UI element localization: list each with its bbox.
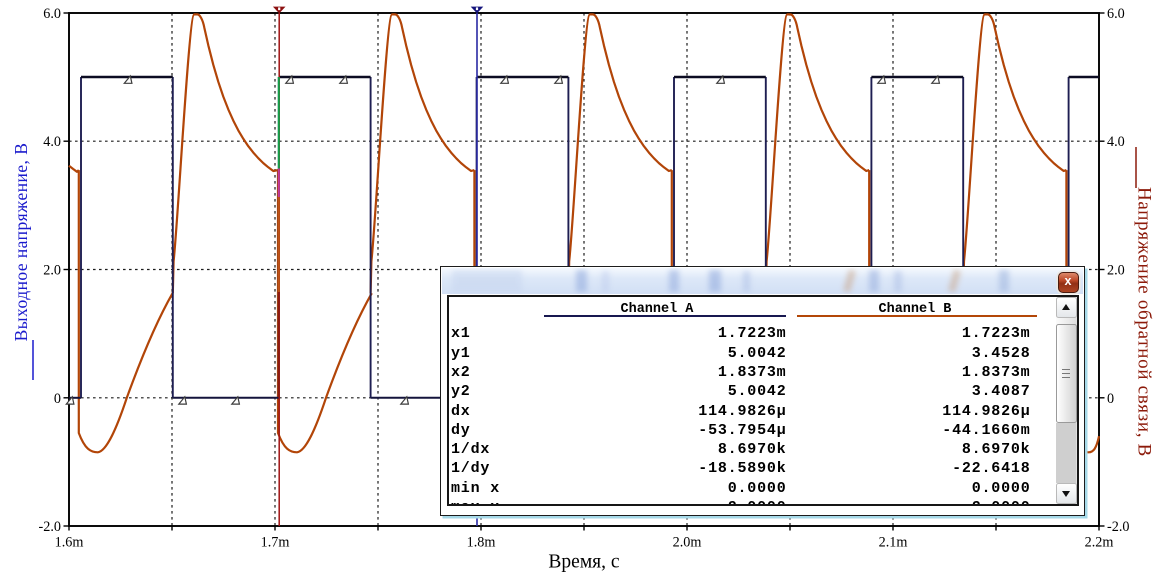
svg-text:6.0: 6.0 xyxy=(43,6,61,22)
svg-text:4.0: 4.0 xyxy=(1107,134,1125,150)
svg-text:Время, с: Время, с xyxy=(548,552,619,573)
svg-text:1.8m: 1.8m xyxy=(467,535,496,551)
svg-text:2.0: 2.0 xyxy=(1107,263,1125,279)
svg-text:6.0: 6.0 xyxy=(1107,6,1125,22)
svg-text:0: 0 xyxy=(1107,391,1114,407)
svg-text:0: 0 xyxy=(54,391,61,407)
svg-text:-2.0: -2.0 xyxy=(39,519,61,535)
svg-text:Напряжение обратной связи, В: Напряжение обратной связи, В xyxy=(1134,187,1155,457)
svg-text:Выходное напряжение, В: Выходное напряжение, В xyxy=(11,143,31,342)
svg-text:-2.0: -2.0 xyxy=(1107,519,1129,535)
svg-text:2.0: 2.0 xyxy=(43,263,61,279)
svg-text:1.6m: 1.6m xyxy=(55,535,84,551)
svg-text:1.7m: 1.7m xyxy=(261,535,290,551)
svg-text:2.1m: 2.1m xyxy=(879,535,908,551)
svg-text:2.0m: 2.0m xyxy=(673,535,702,551)
svg-text:4.0: 4.0 xyxy=(43,134,61,150)
svg-text:2.2m: 2.2m xyxy=(1085,535,1114,551)
